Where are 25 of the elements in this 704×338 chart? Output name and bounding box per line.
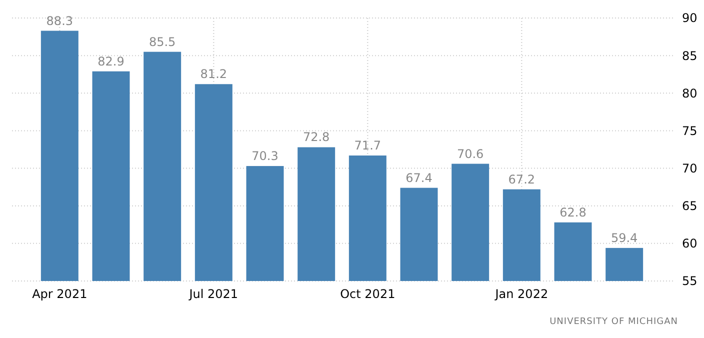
y-tick-label: 80 (682, 86, 698, 100)
y-tick-label: 90 (682, 11, 698, 26)
data-label: 71.7 (354, 138, 382, 153)
data-label: 72.8 (302, 130, 330, 144)
y-tick-label: 55 (682, 274, 698, 288)
y-tick-label: 60 (682, 236, 698, 251)
data-label: 70.3 (252, 149, 278, 164)
y-tick-label: 70 (682, 161, 698, 176)
data-label: 81.2 (200, 67, 228, 82)
data-label: 82.9 (98, 54, 124, 68)
data-label: 85.5 (148, 34, 176, 49)
x-tick-label: Jan 2022 (494, 287, 548, 301)
y-tick-label: 85 (682, 48, 698, 63)
x-tick-label: Apr 2021 (32, 287, 88, 301)
x-tick-label: Oct 2021 (340, 287, 396, 301)
data-label: 67.4 (406, 170, 432, 185)
y-tick-label: 75 (682, 124, 698, 138)
data-label: 59.4 (610, 230, 638, 245)
text: UNIVERSITY OF MICHIGAN (550, 317, 678, 327)
y-tick-label: 65 (682, 199, 698, 214)
data-label: 70.6 (456, 146, 484, 161)
x-tick-label: Jul 2021 (188, 287, 238, 301)
data-label: 88.3 (46, 14, 74, 28)
data-label: 67.2 (508, 172, 536, 186)
data-label: 62.8 (560, 205, 586, 220)
